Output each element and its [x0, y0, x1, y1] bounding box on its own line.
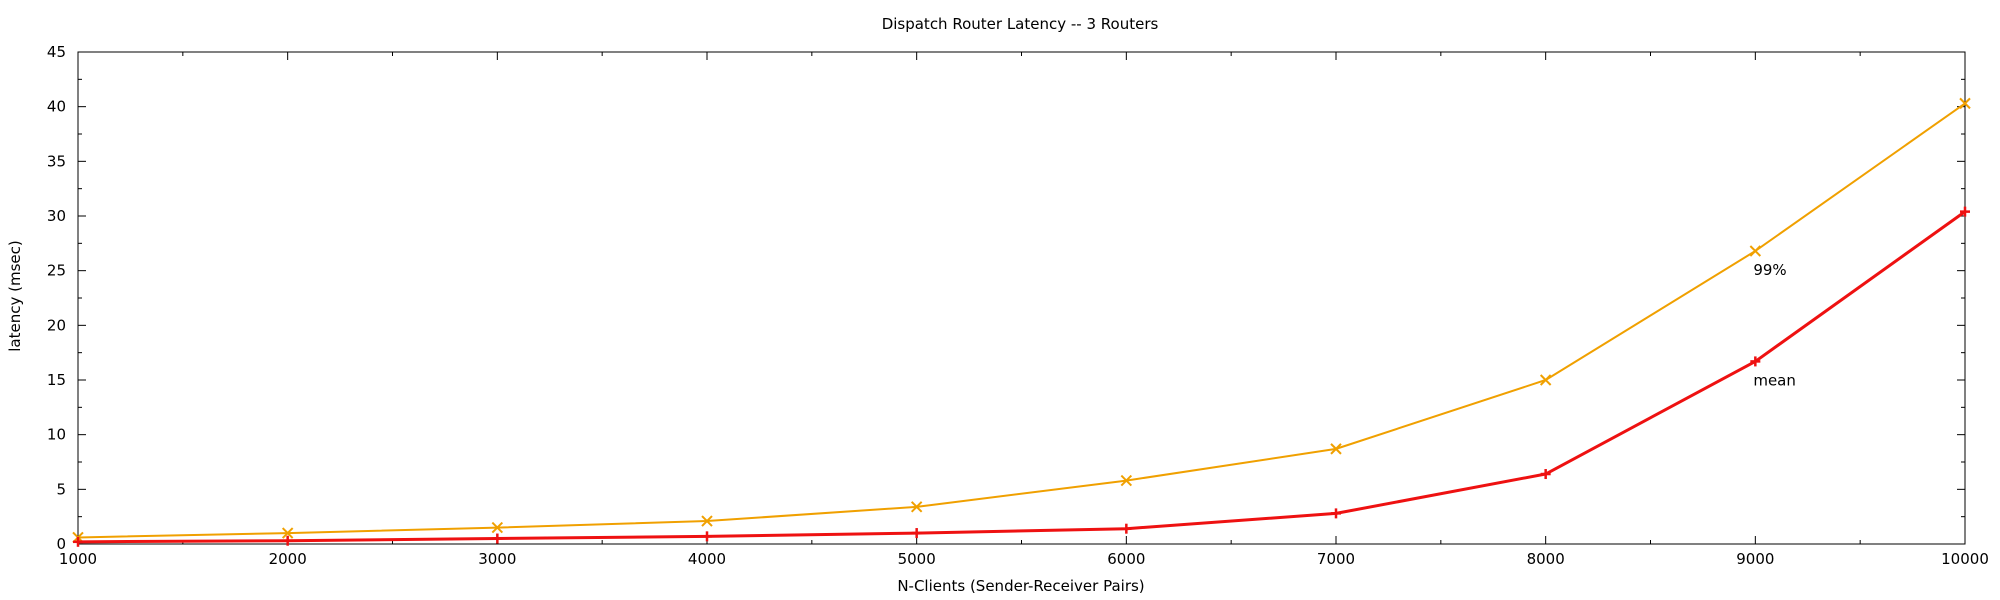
data-point [1539, 374, 1552, 386]
x-tick-label: 2000 [269, 550, 307, 568]
y-tick-label: 30 [47, 207, 66, 225]
x-tick-label: 9000 [1736, 550, 1774, 568]
data-point [491, 521, 504, 534]
data-point [492, 533, 503, 544]
y-axis: 0 5 10 15 20 25 30 35 40 45 [47, 43, 1965, 553]
data-point [1960, 206, 1970, 217]
x-tick-label: 1000 [59, 550, 97, 568]
point-marker [1959, 97, 1971, 110]
data-point [702, 531, 712, 542]
series-mean [73, 206, 1970, 547]
y-axis-label: latency (msec) [6, 240, 24, 351]
data-point [911, 528, 922, 539]
data-point [281, 527, 294, 539]
series-line [77, 210, 1966, 544]
point-marker [1539, 374, 1552, 386]
series-annotation: 99% [1753, 261, 1786, 279]
y-tick-label: 5 [56, 480, 66, 498]
series-layer: 99% mean [72, 97, 1971, 547]
data-point [1959, 97, 1971, 110]
data-point [73, 536, 83, 547]
x-tick-label: 5000 [898, 550, 936, 568]
series-p99 [72, 97, 1971, 544]
point-marker [701, 515, 713, 527]
data-point [910, 501, 923, 513]
data-point [282, 535, 293, 546]
y-tick-label: 15 [47, 371, 66, 389]
x-tick-label: 7000 [1317, 550, 1355, 568]
series-line [77, 102, 1966, 539]
data-point [1121, 523, 1132, 534]
point-marker [1749, 245, 1762, 257]
y-tick-label: 35 [47, 152, 66, 170]
series-annotation: mean [1753, 371, 1796, 389]
x-tick-label: 8000 [1527, 550, 1565, 568]
y-tick-label: 0 [56, 535, 66, 553]
x-axis: 1000 2000 3000 4000 5000 6000 7000 8000 9000 1000… [59, 52, 1989, 568]
data-point [1750, 356, 1761, 367]
y-tick-label: 10 [47, 426, 66, 444]
x-tick-label: 4000 [688, 550, 726, 568]
data-point [1749, 245, 1762, 257]
x-tick-label: 6000 [1107, 550, 1145, 568]
point-marker [491, 521, 504, 534]
data-point [1331, 508, 1341, 519]
x-axis-label: N-Clients (Sender-Receiver Pairs) [897, 577, 1144, 595]
data-point [1330, 443, 1342, 455]
plot-frame [77, 51, 1966, 545]
point-marker [1120, 474, 1133, 487]
y-tick-label: 20 [47, 316, 66, 334]
y-tick-label: 25 [47, 262, 66, 280]
point-marker [910, 501, 923, 513]
data-point [701, 515, 713, 527]
x-tick-label: 3000 [478, 550, 516, 568]
data-point [1540, 469, 1551, 480]
data-point [1120, 474, 1133, 487]
chart-title: Dispatch Router Latency -- 3 Routers [882, 15, 1159, 33]
point-marker [281, 527, 294, 539]
point-marker [1330, 443, 1342, 455]
y-tick-label: 40 [47, 98, 66, 116]
y-tick-label: 45 [47, 43, 66, 61]
x-tick-label: 10000 [1941, 550, 1989, 568]
